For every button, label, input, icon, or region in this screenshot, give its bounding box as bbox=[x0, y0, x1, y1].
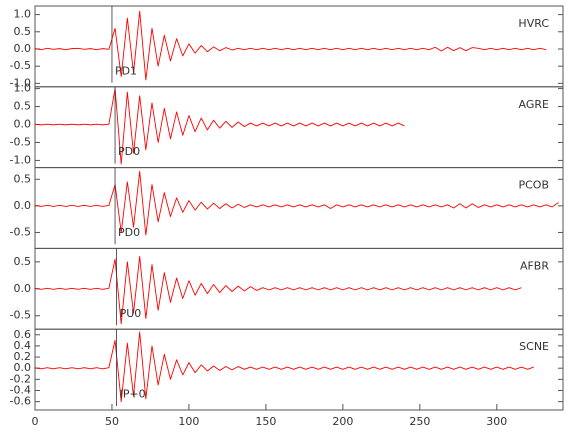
y-tick-label: 0.0 bbox=[14, 42, 32, 55]
y-tick-label: 0.5 bbox=[14, 172, 32, 185]
trace bbox=[34, 331, 534, 403]
y-tick-label: -0.5 bbox=[10, 309, 31, 322]
y-tick-label: 0.2 bbox=[14, 350, 32, 363]
y-tick-label: 0.0 bbox=[14, 282, 32, 295]
trace bbox=[34, 10, 547, 81]
pick-label: PD0 bbox=[118, 226, 140, 239]
panel-frame bbox=[34, 328, 564, 411]
y-tick-label: 0.0 bbox=[14, 361, 32, 374]
y-tick-label: 0.5 bbox=[14, 255, 32, 268]
y-tick-label: 0.4 bbox=[14, 339, 32, 352]
trace bbox=[34, 256, 522, 325]
station-name: PCOB bbox=[518, 179, 549, 192]
y-tick-label: -0.4 bbox=[10, 383, 31, 396]
y-tick-label: -0.2 bbox=[10, 372, 31, 385]
pick-label: PU0 bbox=[120, 307, 142, 320]
pick-label: PD0 bbox=[118, 145, 140, 158]
y-tick-label: -0.5 bbox=[10, 59, 31, 72]
y-tick-label: 1.0 bbox=[14, 8, 32, 21]
station-name: HVRC bbox=[518, 17, 549, 30]
y-tick-label: 0.5 bbox=[14, 25, 32, 38]
x-tick-label: 100 bbox=[178, 415, 199, 428]
station-name: SCNE bbox=[519, 340, 549, 353]
trace bbox=[34, 170, 559, 236]
panel-frame bbox=[34, 86, 564, 169]
y-tick-label: 0.0 bbox=[14, 118, 32, 131]
station-name: AFBR bbox=[520, 259, 549, 272]
x-tick-label: 300 bbox=[486, 415, 507, 428]
pick-label: IP+0 bbox=[120, 388, 146, 401]
y-tick-label: -0.5 bbox=[10, 225, 31, 238]
y-tick-label: -0.6 bbox=[10, 395, 31, 408]
x-tick-label: 200 bbox=[332, 415, 353, 428]
panel-frame bbox=[34, 167, 564, 249]
x-tick-label: 150 bbox=[255, 415, 276, 428]
y-tick-label: -1.0 bbox=[10, 76, 31, 89]
x-tick-label: 50 bbox=[105, 415, 119, 428]
panel-frame bbox=[34, 247, 564, 330]
pick-label: PD1 bbox=[115, 64, 137, 77]
x-tick-label: 250 bbox=[409, 415, 430, 428]
y-tick-label: 0.0 bbox=[14, 199, 32, 212]
x-tick-label: 0 bbox=[32, 415, 39, 428]
y-tick-label: -0.5 bbox=[10, 135, 31, 148]
y-tick-label: 0.6 bbox=[14, 328, 32, 341]
y-tick-label: 1.0 bbox=[14, 82, 32, 95]
y-tick-label: 0.5 bbox=[14, 100, 32, 113]
trace bbox=[34, 88, 405, 165]
station-name: AGRE bbox=[519, 98, 549, 111]
y-tick-label: -1.0 bbox=[10, 153, 31, 166]
